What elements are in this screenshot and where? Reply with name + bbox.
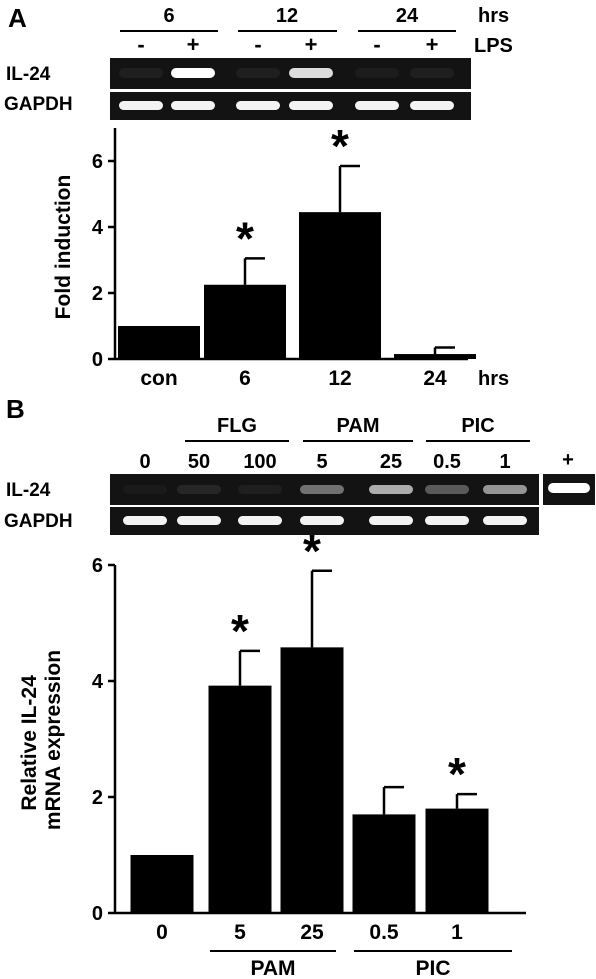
panel-a-il24-band [119, 68, 163, 78]
panel-a-lps-mark: + [305, 32, 318, 57]
panel-b-gapdh-band [177, 516, 221, 525]
chart-a-significance-mark: * [331, 120, 349, 172]
chart-b-x-tick-label: 25 [300, 921, 324, 944]
chart-b-group-pam: PAM [250, 957, 295, 979]
chart-b-bar [352, 814, 416, 913]
panel-b-gel: FLG PAM PIC 0 50 100 5 25 0.5 1 + IL-24 GAPDH [4, 415, 595, 535]
chart-a-bar [118, 326, 200, 359]
panel-a-time-6: 6 [163, 5, 174, 27]
panel-b-group-pam: PAM [337, 415, 380, 437]
chart-b-bar [425, 808, 489, 913]
panel-b-lane-label: 100 [243, 451, 276, 473]
panel-a-lps-mark: + [426, 32, 439, 57]
panel-b-il24-band [238, 485, 282, 494]
chart-b-ylabel: Relative IL-24 mRNA expression [18, 650, 65, 830]
panel-b-lane-label: 5 [316, 451, 327, 473]
panel-a-gapdh-band [289, 101, 333, 110]
panel-a-gel: 6 12 24 hrs - + - + - + LPS IL-24 GAPDH [4, 5, 513, 120]
panel-b-gapdh-band [123, 516, 167, 525]
chart-a-bar [299, 212, 381, 359]
panel-b-gapdh-band [238, 516, 282, 525]
panel-b-il24-band [425, 485, 469, 494]
chart-b-significance-mark: * [448, 748, 466, 800]
chart-b-significance-mark: * [303, 525, 321, 577]
panel-b-group-flg: FLG [217, 415, 257, 437]
panel-a-gapdh-band [410, 101, 454, 110]
chart-b-bar [130, 855, 194, 913]
chart-a-x-tick-label: 6 [239, 367, 251, 390]
panel-b-row-il24: IL-24 [6, 480, 51, 501]
chart-b-x-tick-label: 1 [451, 921, 463, 944]
chart-a-y-tick-label: 2 [92, 283, 103, 305]
panel-b-gapdh-band [369, 516, 413, 525]
chart-b-y-tick-label: 0 [92, 903, 103, 925]
panel-b-row-gapdh: GAPDH [4, 511, 73, 532]
panel-a-il24-band [236, 68, 280, 78]
chart-b-y-tick-label: 6 [92, 555, 103, 577]
chart-b-x-tick-label: 5 [234, 921, 246, 944]
chart-a-bar [204, 284, 286, 359]
chart-a-ylabel: Fold induction [52, 175, 75, 320]
panel-a-time-12: 12 [276, 5, 298, 27]
chart-a-significance-mark: * [236, 212, 254, 264]
panel-b-il24-band [369, 485, 413, 494]
panel-b-lane-label: 50 [188, 451, 210, 473]
chart-b-group-pic: PIC [415, 957, 450, 979]
chart-a-y-tick-label: 4 [92, 217, 104, 239]
panel-b-lane-label: 1 [499, 451, 510, 473]
chart-b-x-tick-label: 0.5 [369, 921, 399, 944]
chart-b: 0 2 4 6 0 5 * 25 * 0.5 1 * [92, 525, 526, 944]
panel-a-gapdh-band [355, 101, 399, 110]
panel-a-time-unit: hrs [478, 5, 509, 27]
panel-b-gapdh-band [300, 516, 344, 525]
chart-b-y-tick-label: 4 [92, 671, 104, 693]
panel-a-il24-band [355, 68, 399, 78]
panel-b-letter: B [6, 394, 25, 424]
panel-a-gapdh-band [119, 101, 163, 110]
panel-b-lane-label: 0 [139, 451, 150, 473]
panel-a-time-24: 24 [396, 5, 419, 27]
chart-a-y-tick-label: 6 [92, 151, 103, 173]
chart-a-x-tick-label: con [140, 367, 177, 390]
chart-a-x-tick-label: 24 [423, 367, 447, 390]
panel-a-gapdh-band [236, 101, 280, 110]
chart-a-x-unit: hrs [478, 368, 509, 390]
panel-a-il24-band [289, 68, 333, 78]
panel-b-lane-label: 25 [380, 451, 402, 473]
panel-b-il24-band [123, 485, 167, 494]
chart-a-bar [394, 354, 476, 359]
panel-b-group-pic: PIC [461, 415, 494, 437]
panel-a-lps-mark: + [187, 32, 200, 57]
chart-b-x-tick-label: 0 [156, 921, 168, 944]
panel-b-il24-band [177, 485, 221, 494]
panel-b-il24-band [483, 485, 527, 494]
chart-a-x-tick-label: 12 [328, 367, 351, 390]
panel-b-il24-band [300, 485, 344, 494]
panel-b-lane-label: 0.5 [433, 451, 461, 473]
chart-b-y-tick-label: 2 [92, 787, 103, 809]
panel-a-gapdh-band [171, 101, 215, 110]
chart-b-bar [208, 685, 272, 913]
panel-a-lps-label: LPS [474, 35, 513, 57]
panel-b-gapdh-band [483, 516, 527, 525]
panel-b-positive-band [548, 483, 590, 493]
panel-b-gapdh-band [425, 516, 469, 525]
panel-a-row-gapdh: GAPDH [4, 94, 73, 115]
chart-b-significance-mark: * [231, 605, 249, 657]
panel-a-letter: A [8, 3, 27, 33]
chart-b-bar [280, 647, 344, 913]
panel-a-lps-mark: - [254, 32, 261, 57]
panel-a-il24-band [410, 68, 454, 78]
panel-a-lps-mark: - [373, 32, 380, 57]
panel-b-positive-label: + [562, 449, 574, 471]
panel-a-lps-mark: - [137, 32, 144, 57]
panel-a-row-il24: IL-24 [6, 64, 51, 85]
chart-a-y-tick-label: 0 [92, 349, 103, 371]
panel-a-il24-band [171, 68, 215, 78]
